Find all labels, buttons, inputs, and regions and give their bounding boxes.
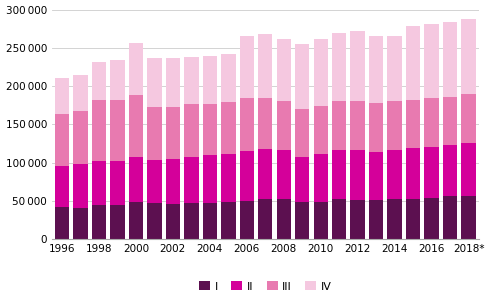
Bar [184,203,198,239]
Legend: I, II, III, IV: I, II, III, IV [194,277,336,296]
Bar [165,58,180,107]
Bar [351,200,365,239]
Bar [295,202,309,239]
Bar [314,106,328,154]
Bar [351,101,365,150]
Bar [203,203,217,239]
Bar [165,204,180,239]
Bar [424,198,439,239]
Bar [92,161,106,205]
Bar [387,36,402,101]
Bar [165,107,180,159]
Bar [424,147,439,198]
Bar [203,104,217,155]
Bar [295,156,309,202]
Bar [369,152,383,200]
Bar [314,154,328,202]
Bar [295,109,309,156]
Bar [73,75,88,111]
Bar [258,34,273,98]
Bar [240,98,254,151]
Bar [129,202,143,239]
Bar [203,155,217,203]
Bar [369,103,383,152]
Bar [147,203,162,239]
Bar [369,200,383,239]
Bar [92,205,106,239]
Bar [295,44,309,109]
Bar [73,208,88,239]
Bar [110,60,125,100]
Bar [110,161,125,205]
Bar [110,205,125,239]
Bar [92,62,106,100]
Bar [406,100,420,148]
Bar [276,149,291,199]
Bar [314,202,328,239]
Bar [221,202,236,239]
Bar [332,101,347,149]
Bar [351,31,365,101]
Bar [73,164,88,208]
Bar [276,39,291,101]
Bar [351,150,365,200]
Bar [443,22,457,97]
Bar [258,149,273,199]
Bar [221,54,236,102]
Bar [332,33,347,101]
Bar [462,19,476,94]
Bar [406,26,420,100]
Bar [147,107,162,160]
Bar [147,58,162,107]
Bar [55,79,69,114]
Bar [443,196,457,239]
Bar [332,199,347,239]
Bar [203,56,217,104]
Bar [184,104,198,156]
Bar [406,199,420,239]
Bar [258,98,273,149]
Bar [240,201,254,239]
Bar [258,199,273,239]
Bar [73,111,88,164]
Bar [406,148,420,199]
Bar [443,97,457,145]
Bar [129,95,143,156]
Bar [55,166,69,207]
Bar [240,36,254,98]
Bar [462,195,476,239]
Bar [92,100,106,161]
Bar [184,156,198,203]
Bar [55,207,69,239]
Bar [221,154,236,202]
Bar [462,143,476,195]
Bar [55,114,69,166]
Bar [276,199,291,239]
Bar [147,160,162,203]
Bar [387,149,402,199]
Bar [424,98,439,147]
Bar [184,57,198,104]
Bar [110,100,125,161]
Bar [369,36,383,103]
Bar [332,149,347,199]
Bar [129,156,143,202]
Bar [387,101,402,149]
Bar [314,39,328,106]
Bar [443,145,457,196]
Bar [240,151,254,201]
Bar [387,199,402,239]
Bar [129,43,143,95]
Bar [165,159,180,204]
Bar [462,94,476,143]
Bar [221,102,236,154]
Bar [424,24,439,98]
Bar [276,101,291,149]
